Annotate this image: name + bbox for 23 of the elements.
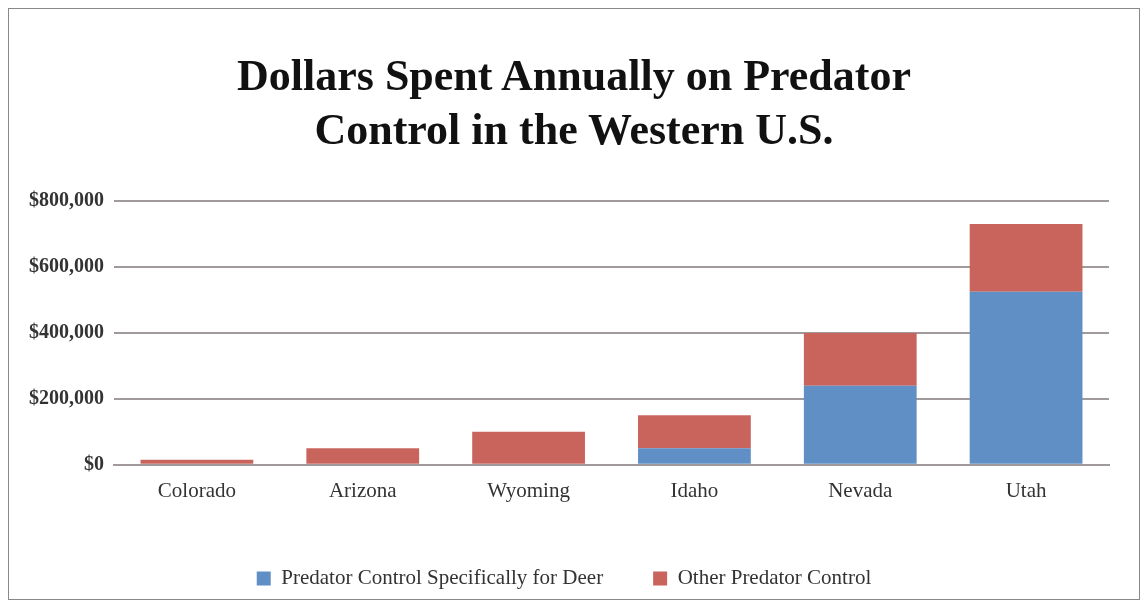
chart-title: Dollars Spent Annually on Predator Control in the Western U.S. [236,50,912,156]
bar [803,332,917,386]
x-tick-label: Arizona [328,477,398,502]
y-tick-label: $0 [84,451,104,474]
y-tick-label: $200,000 [29,386,104,409]
legend-label: Predator Control Specifically for Deer [281,565,604,590]
x-tick-label: Colorado [157,477,236,502]
bar [803,385,917,464]
bar [638,415,751,449]
y-tick-label: $800,000 [29,188,104,211]
x-tick-label: Nevada [828,477,893,502]
x-tick-label: Idaho [670,477,719,502]
x-tick-label: Utah [1005,477,1047,502]
y-tick-label: $600,000 [29,254,104,277]
legend-label: Other Predator Control [677,565,872,590]
bar [969,291,1083,464]
bar [140,459,254,464]
bar [638,448,751,464]
bar [306,448,420,464]
bar [969,224,1083,292]
bar [472,431,585,464]
y-tick-label: $400,000 [29,320,104,343]
x-tick-label: Wyoming [487,477,571,502]
